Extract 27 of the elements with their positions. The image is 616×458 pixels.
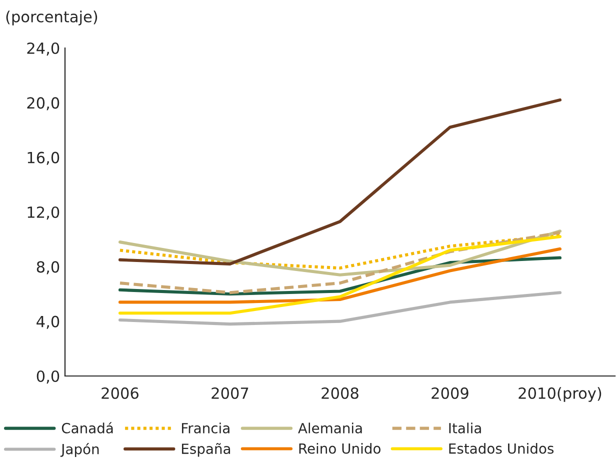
legend-label: Alemania xyxy=(298,422,362,434)
x-tick-label: 2007 xyxy=(212,387,248,399)
line-series xyxy=(118,230,562,294)
y-tick-label: 24,0 xyxy=(27,42,60,56)
y-tick-label: 0,0 xyxy=(36,370,60,384)
x-tick-label: 2006 xyxy=(102,387,138,399)
y-tick-label: 20,0 xyxy=(27,97,60,110)
line-series xyxy=(118,291,562,326)
x-tick-label: 2010(proy) xyxy=(518,387,602,402)
x-tick-label: 2008 xyxy=(322,387,358,399)
y-tick-label: 8,0 xyxy=(36,261,60,274)
legend-label: Estados Unidos xyxy=(449,443,554,454)
line-series xyxy=(118,247,562,304)
line-series xyxy=(118,234,562,270)
y-axis-title: (porcentaje) xyxy=(6,10,98,26)
x-tick-label: 2009 xyxy=(432,387,468,399)
legend-label: Italia xyxy=(449,422,481,434)
line-series xyxy=(118,235,562,315)
y-tick-label: 16,0 xyxy=(28,152,60,165)
legend-label: Francia xyxy=(182,422,230,434)
y-tick-label: 12,0 xyxy=(28,206,60,220)
line-series xyxy=(118,98,562,266)
legend-label: Reino Unido xyxy=(299,443,380,454)
legend-label: Japón xyxy=(60,443,99,458)
y-tick-label: 4,0 xyxy=(36,316,60,329)
legend-label: Canadá xyxy=(62,422,113,434)
legend-label: España xyxy=(182,443,230,457)
